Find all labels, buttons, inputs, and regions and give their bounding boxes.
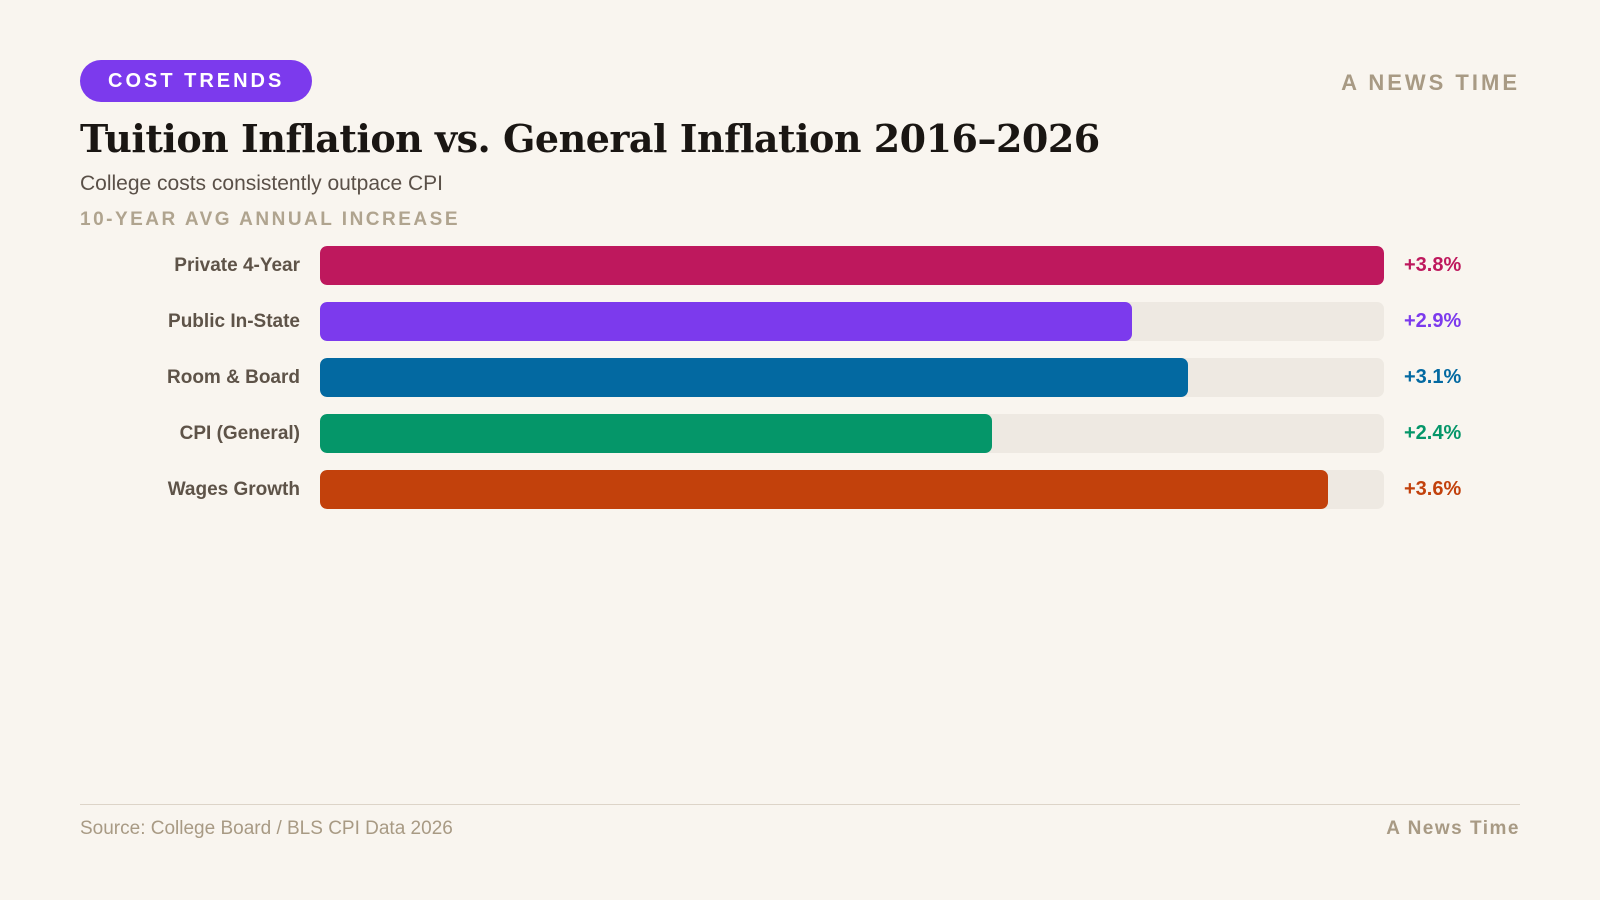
bar-category-label: Wages Growth [167,478,300,500]
bar [320,302,1132,341]
brand-logo-bottom: A News Time [1386,818,1520,839]
bar-track [320,302,1384,341]
bar [320,358,1188,397]
brand-logo-top: A NEWS TIME [1341,70,1520,95]
bar-category-label: Private 4-Year [174,254,300,276]
bar [320,470,1328,509]
bar-category-label: CPI (General) [179,422,300,444]
bar-value-label: +2.4% [1404,422,1462,444]
footer-divider [80,804,1520,805]
bar-value-label: +3.1% [1404,366,1462,388]
bar [320,246,1384,285]
bar-row: Public In-State +2.9% [0,302,1600,341]
bar-row: Room & Board +3.1% [0,358,1600,397]
bar-value-label: +2.9% [1404,310,1462,332]
bar-value-label: +3.8% [1404,254,1462,276]
bar-track [320,358,1384,397]
category-badge: COST TRENDS [80,60,313,102]
bar-category-label: Room & Board [167,366,300,388]
bar-track [320,414,1384,453]
bar-category-label: Public In-State [168,310,300,332]
chart-title: Tuition Inflation vs. General Inflation … [80,116,1100,161]
bar-track [320,246,1384,285]
bar [320,414,992,453]
source-note: Source: College Board / BLS CPI Data 202… [80,818,453,839]
bar-value-label: +3.6% [1404,478,1462,500]
bar-row: Private 4-Year +3.8% [0,246,1600,285]
bar-track [320,470,1384,509]
bar-row: Wages Growth +3.6% [0,470,1600,509]
metric-label: 10-YEAR AVG ANNUAL INCREASE [80,209,460,230]
bar-row: CPI (General) +2.4% [0,414,1600,453]
chart-subtitle: College costs consistently outpace CPI [80,172,444,195]
